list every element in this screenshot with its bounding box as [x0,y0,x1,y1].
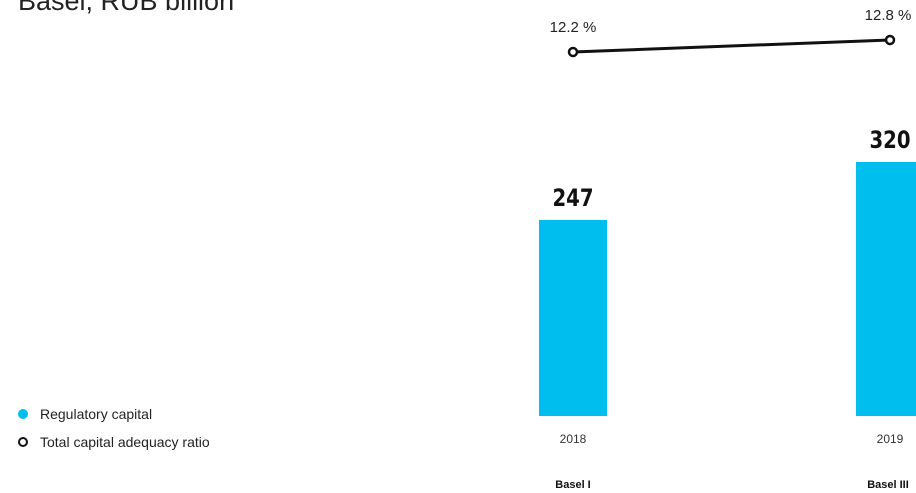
legend-item-regulatory-capital: Regulatory capital [18,400,210,428]
legend-label: Total capital adequacy ratio [40,434,210,450]
chart-legend: Regulatory capital Total capital adequac… [18,400,210,456]
ratio-point-2019 [884,34,896,46]
ratio-value-label: 12.2 % [550,19,597,36]
bar-value-label: 247 [552,185,593,212]
ratio-point-2018 [567,46,579,58]
ratio-line [572,38,891,54]
x-axis-tick-label: 2019 [877,432,904,446]
legend-item-capital-adequacy-ratio: Total capital adequacy ratio [18,428,210,456]
legend-ring-dot-icon [18,437,28,447]
bar-2019 [856,162,916,416]
x-axis-tick-label: 2018 [560,432,587,446]
ratio-value-label: 12.8 % [865,7,912,24]
chart-title: Basel, RUB billion [18,0,235,16]
bar-value-label: 320 [869,127,910,154]
legend-label: Regulatory capital [40,406,153,422]
legend-filled-dot-icon [18,409,28,419]
standard-label: Basel III [867,479,909,491]
bar-2018 [539,219,607,416]
standard-label: Basel I [555,479,590,491]
